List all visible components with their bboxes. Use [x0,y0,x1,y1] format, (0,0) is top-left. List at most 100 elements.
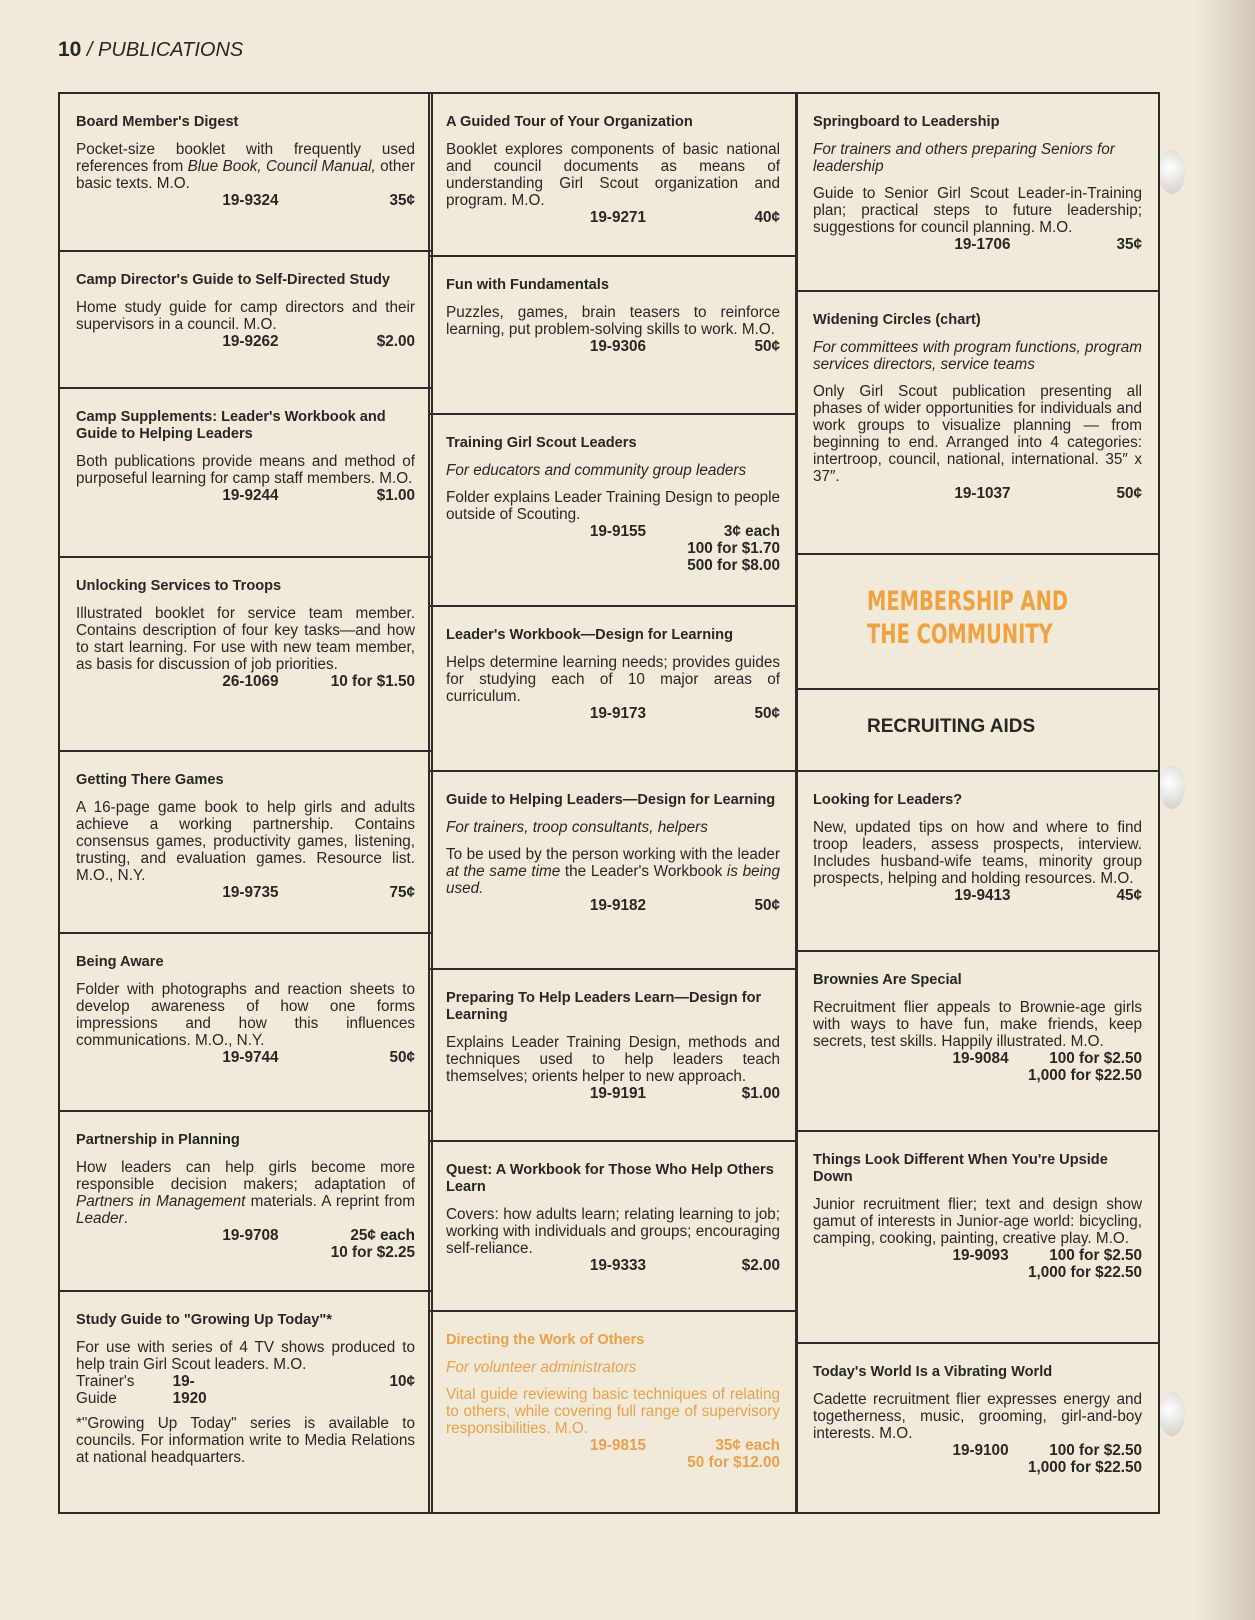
price-list: 50¢ [670,338,780,355]
catalog-entry: RECRUITING AIDS [795,688,1160,772]
catalog-entry: MEMBERSHIP AND THE COMMUNITY [795,553,1160,690]
price-list: 50¢ [1032,485,1142,502]
description-text: A 16-page game book to help girls and ad… [76,799,415,884]
price-list: 100 for $2.50 1,000 for $22.50 [1028,1247,1142,1281]
edition-label: Trainer's Guide [76,1373,135,1407]
entry-audience: For volunteer administrators [446,1359,637,1376]
description-text: Puzzles, games, brain teasers to reinfor… [446,304,780,338]
price-list: 75¢ [305,884,415,901]
entry-title: Camp Supplements: Leader's Workbook and … [76,409,386,442]
description-text: Recruitment flier appeals to Brownie-age… [813,999,1142,1050]
price-row: 19-9173 50¢ [446,705,780,722]
price: 1,000 for $22.50 [1028,1459,1142,1476]
price-list: $1.00 [305,487,415,504]
price-row: 19-9815 35¢ each 50 for $12.00 [446,1437,780,1471]
description-text: . [123,1210,128,1227]
catalog-entry: Getting There Games A 16-page game book t… [58,750,433,934]
catalog-number: 26-1069 [222,673,279,690]
description-text: Pocket-size booklet with frequently used… [76,141,415,175]
catalog-number: 19-1706 [954,236,1011,253]
price: 1,000 for $22.50 [1028,1264,1142,1281]
price: $1.00 [376,487,415,504]
catalog-number: 19-9324 [222,192,279,209]
description-text: Booklet explores components of basic nat… [446,141,780,209]
price-list: $1.00 [670,1085,780,1102]
catalog-entry: Looking for Leaders? New, updated tips on… [795,770,1160,952]
price-row: 19-9191 $1.00 [446,1085,780,1102]
price-row: 19-9744 50¢ [76,1049,415,1066]
price: 100 for $2.50 [1049,1247,1142,1264]
catalog-entry: Camp Director's Guide to Self-Directed S… [58,250,433,389]
entry-title: Directing the Work of Others [446,1332,645,1348]
price-row: 26-1069 10 for $1.50 [76,673,415,690]
catalog-entry: Leader's Workbook—Design for Learning Hel… [428,605,798,772]
price-list: 50¢ [305,1049,415,1066]
description-text: the Leader's Workbook [560,863,727,880]
catalog-entry: Directing the Work of Others For voluntee… [428,1310,798,1514]
entry-description: Explains Leader Training Design, methods… [446,1034,780,1085]
entry-audience: For educators and community group leader… [446,462,747,479]
catalog-number: 19-9191 [589,1085,647,1102]
description-text: New, updated tips on how and where to fi… [813,819,1142,887]
price-list: 10 for $1.50 [305,673,415,690]
description-text: Helps determine learning needs; provides… [446,654,780,705]
price-row: 19-9155 3¢ each 100 for $1.70 500 for $8.00 [446,523,780,574]
description-text: Vital guide reviewing basic techniques o… [446,1386,780,1437]
entry-title: Camp Director's Guide to Self-Directed S… [76,272,391,288]
price-list: 3¢ each 100 for $1.70 500 for $8.00 [670,523,780,574]
price: 100 for $1.70 [687,540,780,557]
binder-hole [1159,150,1185,194]
catalog-entry: Guide to Helping Leaders—Design for Lear… [428,770,798,970]
price: 50¢ [754,897,780,914]
catalog-number: 19-9708 [222,1227,279,1244]
entry-description: Cadette recruitment flier expresses ener… [813,1391,1142,1442]
price-list: 100 for $2.50 1,000 for $22.50 [1028,1442,1142,1476]
catalog-number: 19-9744 [222,1049,279,1066]
catalog-entry: Things Look Different When You're Upside… [795,1130,1160,1344]
catalog-number: 19-1920 [172,1373,207,1407]
price: 50¢ [1116,485,1142,502]
catalog-entry: Springboard to Leadership For trainers an… [795,92,1160,292]
price-list: 50¢ [670,897,780,914]
entry-title: A Guided Tour of Your Organization [446,114,693,130]
catalog-entry: Camp Supplements: Leader's Workbook and … [58,387,433,558]
price-list: 40¢ [670,209,780,226]
price: 35¢ [1116,236,1142,253]
description-text: Only Girl Scout publication presenting a… [813,383,1142,485]
price-list: 35¢ [1032,236,1142,253]
price: 45¢ [1116,887,1142,904]
price: $1.00 [741,1085,780,1102]
entry-title: Training Girl Scout Leaders [446,435,637,451]
price: 500 for $8.00 [687,557,780,574]
price-list: 10¢ [305,1373,415,1407]
price-row: 19-9735 75¢ [76,884,415,901]
entry-title: Partnership in Planning [76,1132,240,1148]
price: 35¢ [389,192,415,209]
description-text: other basic texts. M.O. [76,158,415,192]
entry-description: Puzzles, games, brain teasers to reinfor… [446,304,780,338]
section-heading: MEMBERSHIP AND THE COMMUNITY [867,586,1069,650]
catalog-entry: Today's World Is a Vibrating World Cadett… [795,1342,1160,1514]
price-list: $2.00 [670,1257,780,1274]
entry-description: A 16-page game book to help girls and ad… [76,799,415,884]
price-list: 50¢ [670,705,780,722]
price: 3¢ each [723,523,780,540]
entry-title: Being Aware [76,954,164,970]
price: 40¢ [754,209,780,226]
price: 50¢ [754,705,780,722]
price: $2.00 [376,333,415,350]
price-row: 19-9182 50¢ [446,897,780,914]
price: 25¢ each [350,1227,415,1244]
catalog-number: 19-9093 [952,1247,1009,1264]
entry-audience: For committees with program functions, p… [813,339,1142,373]
footnote: *"Growing Up Today" series is available … [76,1415,415,1466]
entry-description: Recruitment flier appeals to Brownie-age… [813,999,1142,1050]
entry-description: Only Girl Scout publication presenting a… [813,383,1142,485]
price-row: 19-1706 35¢ [813,236,1142,253]
entry-title: Things Look Different When You're Upside… [813,1152,1108,1185]
catalog-number: 19-9182 [589,897,647,914]
price: 50¢ [754,338,780,355]
catalog-number: 19-1037 [954,485,1011,502]
catalog-entry: Quest: A Workbook for Those Who Help Oth… [428,1140,798,1312]
